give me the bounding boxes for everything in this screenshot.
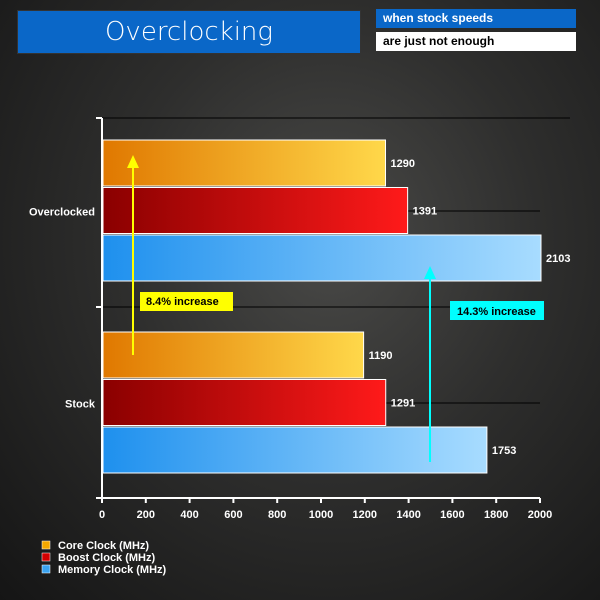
x-tick-label: 600: [224, 509, 242, 521]
x-tick-label: 2000: [528, 509, 552, 521]
bar-boost: [102, 187, 409, 234]
x-tick-label: 1400: [396, 509, 420, 521]
arrow-head: [127, 155, 139, 168]
data-label: 1290: [391, 158, 415, 170]
x-tick-label: 400: [180, 509, 198, 521]
data-label: 1291: [391, 398, 415, 410]
category-label: Overclocked: [29, 206, 95, 218]
x-tick-label: 1800: [484, 509, 508, 521]
legend-swatch: [41, 564, 51, 574]
legend-label: Memory Clock (MHz): [58, 564, 167, 576]
subtitle-line-2: are just not enough: [376, 32, 576, 51]
legend-label: Boost Clock (MHz): [58, 552, 156, 564]
x-tick-label: 1000: [309, 509, 333, 521]
bar-memory: [102, 234, 542, 282]
bar-boost: [102, 379, 387, 426]
bar-memory: [102, 426, 488, 474]
annotation-box: [140, 292, 233, 311]
x-tick-label: 200: [137, 509, 155, 521]
legend-swatch: [41, 552, 51, 562]
category-label: Stock: [65, 398, 96, 410]
annotation-box: [450, 301, 544, 320]
x-tick-label: 0: [99, 509, 105, 521]
data-label: 1190: [369, 350, 393, 362]
legend-label: Core Clock (MHz): [58, 540, 149, 552]
arrow-head: [424, 266, 436, 279]
annotation-label: 8.4% increase: [146, 296, 219, 308]
data-label: 1391: [413, 206, 437, 218]
data-label: 2103: [546, 253, 570, 265]
bar-core: [102, 331, 365, 379]
x-tick-label: 800: [268, 509, 286, 521]
x-tick-label: 1600: [440, 509, 464, 521]
bar-core: [102, 139, 387, 187]
legend-swatch: [41, 540, 51, 550]
x-tick-label: 1200: [353, 509, 377, 521]
page-title: Overclocking: [17, 10, 361, 54]
annotation-label: 14.3% increase: [457, 306, 536, 318]
subtitle-line-1: when stock speeds: [376, 9, 576, 28]
data-label: 1753: [492, 445, 516, 457]
